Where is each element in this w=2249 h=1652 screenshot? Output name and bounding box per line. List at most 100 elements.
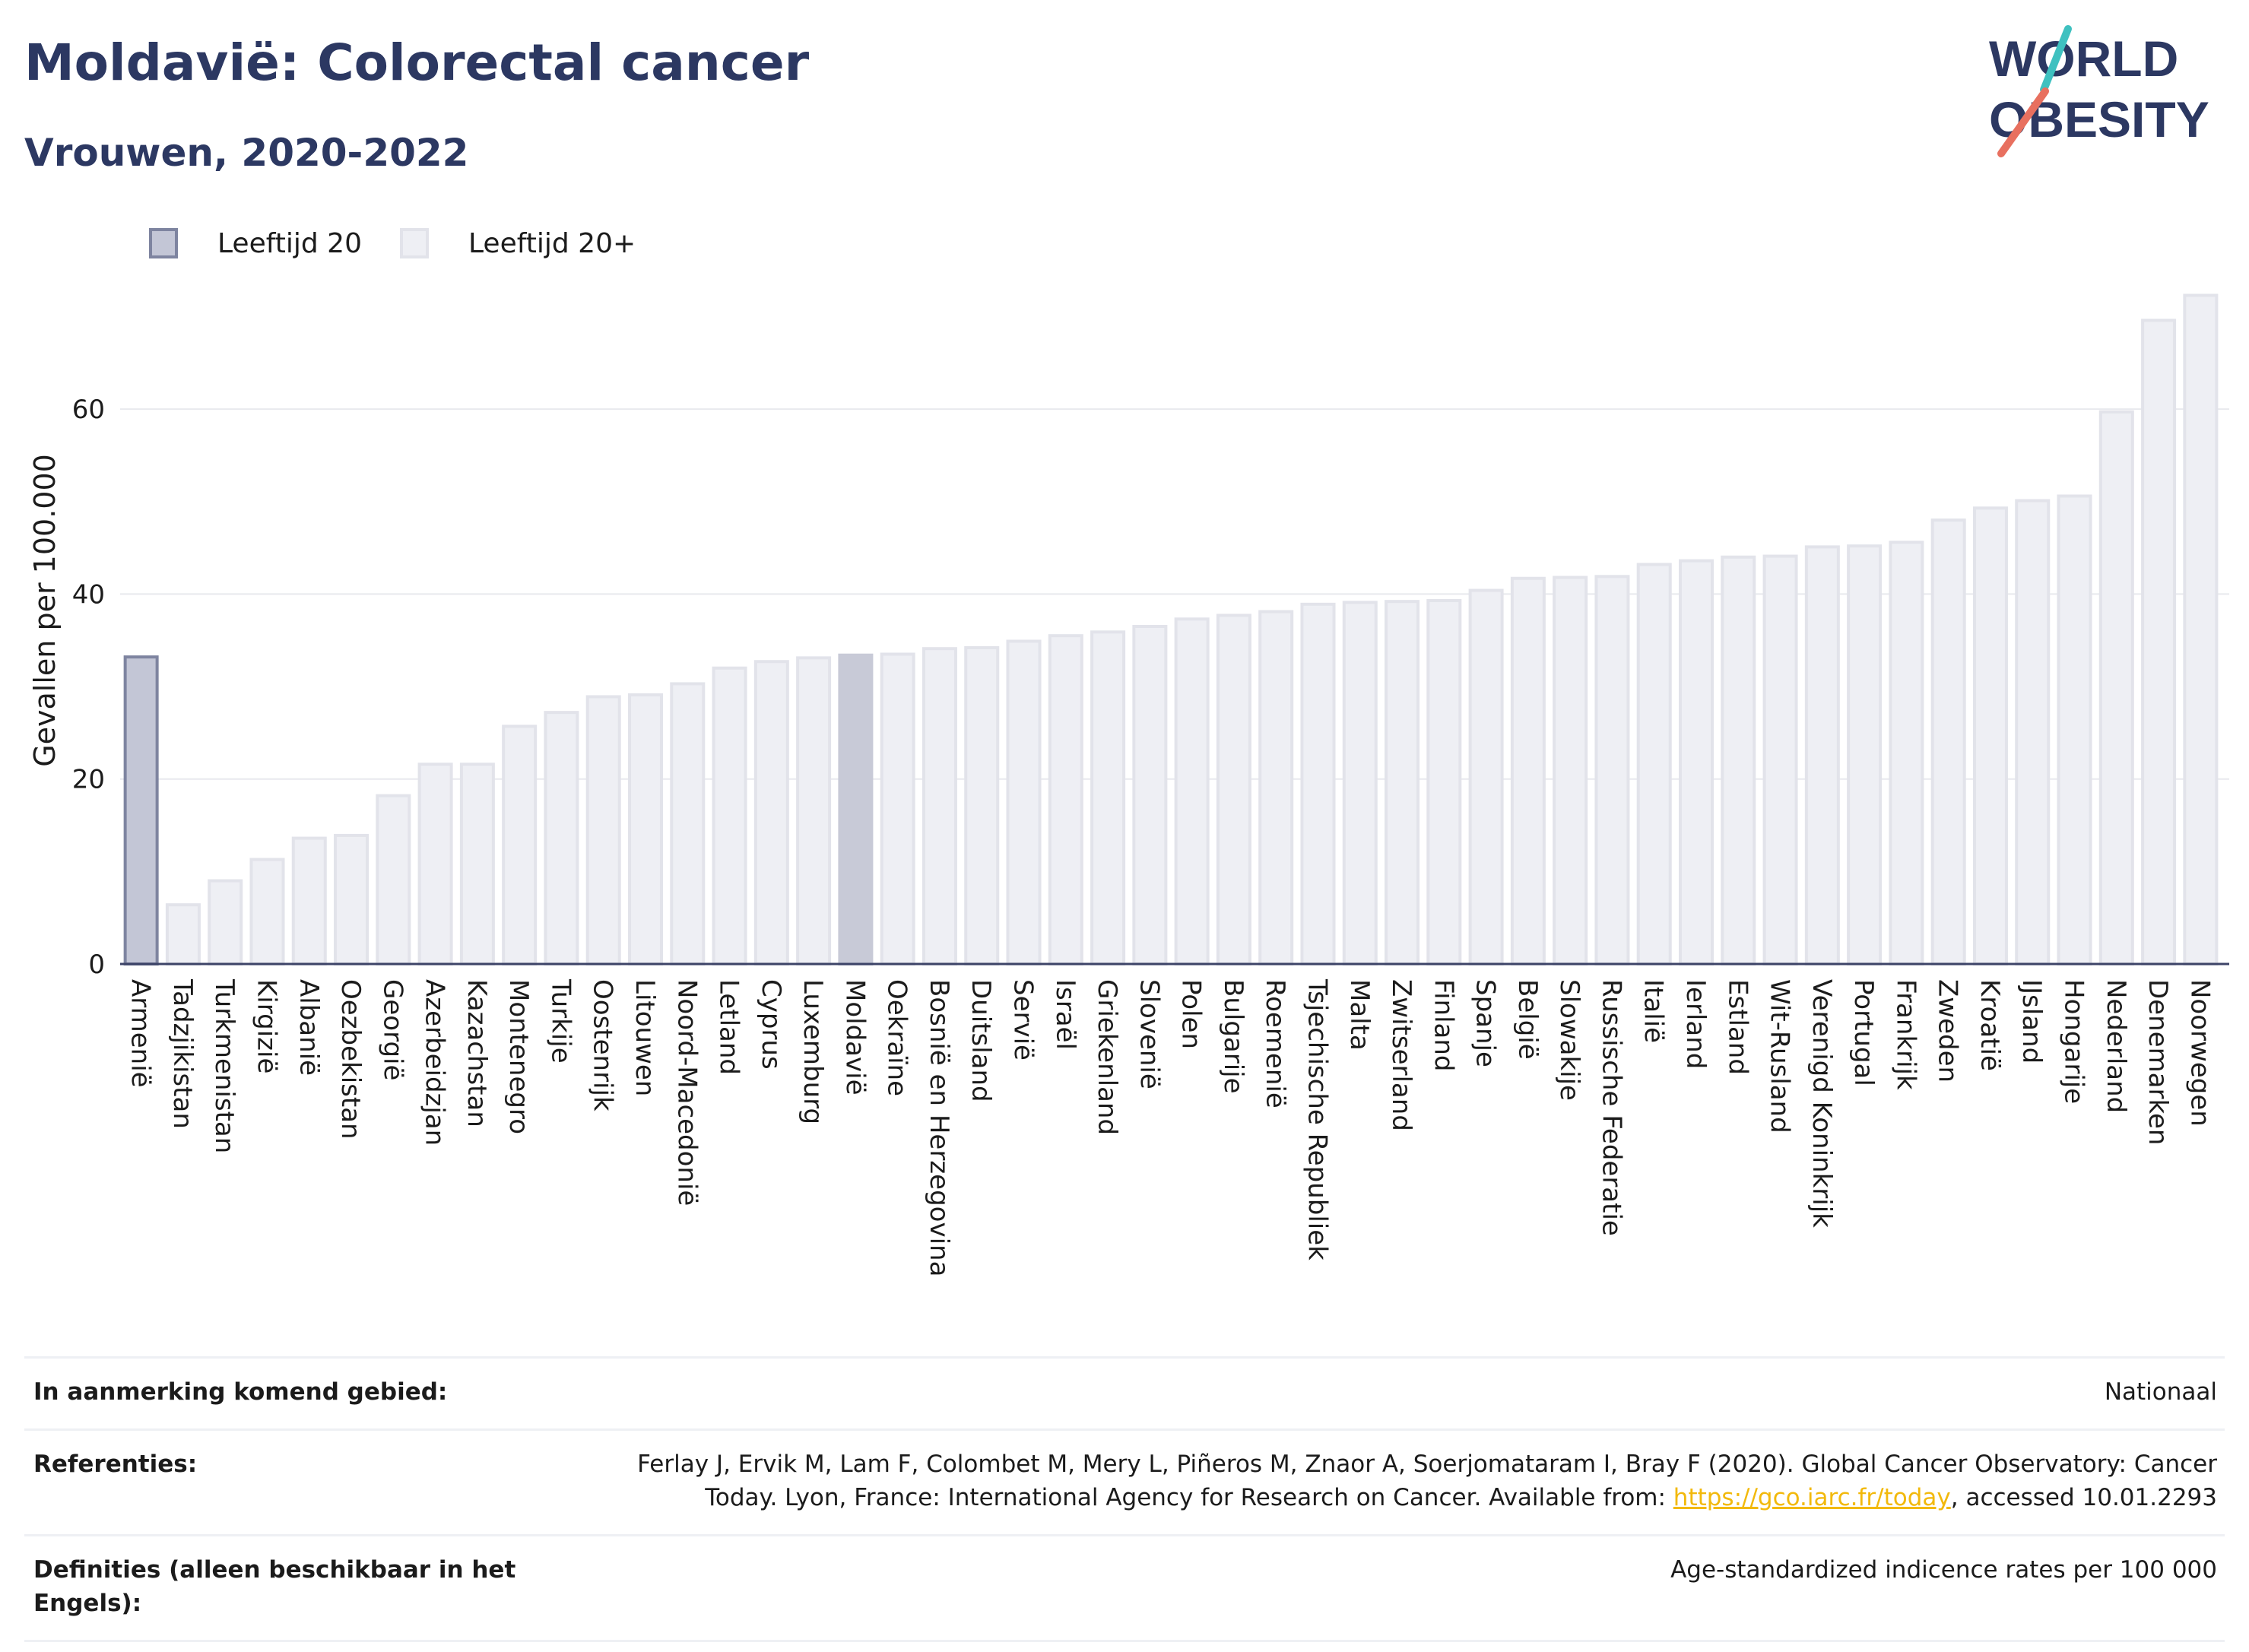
bar-turkije bbox=[544, 711, 579, 966]
x-tick-label: Luxemburg bbox=[798, 979, 828, 1124]
x-tick-label: België bbox=[1512, 979, 1543, 1060]
x-tick-label: Israël bbox=[1050, 979, 1080, 1050]
bar-estland bbox=[1721, 555, 1756, 966]
bar-slowakije bbox=[1553, 576, 1588, 966]
info-row-area: In aanmerking komend gebied: Nationaal bbox=[24, 1356, 2225, 1428]
x-tick-label: Montenegro bbox=[503, 979, 534, 1134]
bar-spanje bbox=[1468, 588, 1504, 966]
info-value-definitions: Age-standardized indicence rates per 100… bbox=[1670, 1556, 2217, 1584]
bar-griekenland bbox=[1090, 630, 1126, 966]
bar-tadzjikistan bbox=[165, 903, 201, 966]
x-tick-label: Kroatië bbox=[1975, 979, 2005, 1071]
bar-moldavi- bbox=[838, 653, 874, 966]
bar-malta bbox=[1342, 601, 1378, 966]
x-tick-label: Albanië bbox=[293, 979, 324, 1076]
bar-finland bbox=[1426, 598, 1462, 966]
y-tick-label: 20 bbox=[72, 765, 105, 795]
page-subtitle: Vrouwen, 2020-2022 bbox=[24, 131, 469, 175]
x-tick-label: Tsjechische Republiek bbox=[1302, 978, 1332, 1260]
x-tick-label: Kazachstan bbox=[462, 979, 492, 1127]
x-tick-label: Bosnië en Herzegovina bbox=[924, 979, 954, 1276]
bar-letland bbox=[712, 666, 747, 966]
bar-bulgarije bbox=[1216, 614, 1251, 966]
x-tick-label: Servië bbox=[1008, 979, 1039, 1061]
bar-hongarije bbox=[2057, 494, 2092, 966]
info-value-references: Ferlay J, Ervik M, Lam F, Colombet M, Me… bbox=[582, 1447, 2217, 1514]
bar-verenigd-koninkrijk bbox=[1804, 545, 1840, 966]
reference-link[interactable]: https://gco.iarc.fr/today bbox=[1673, 1484, 1951, 1511]
bar-duitsland bbox=[964, 645, 1000, 966]
bar-oostenrijk bbox=[585, 695, 621, 966]
x-tick-label: Kirgizië bbox=[251, 979, 281, 1073]
bar-azerbeidzjan bbox=[417, 763, 453, 966]
x-tick-label: Portugal bbox=[1848, 979, 1879, 1086]
bar-bosni-en-herzegovina bbox=[921, 647, 957, 966]
bar-itali- bbox=[1636, 563, 1672, 966]
bar-kirgizi- bbox=[249, 858, 285, 966]
bar-belgi- bbox=[1510, 576, 1546, 966]
x-tick-label: Turkmenistan bbox=[209, 978, 239, 1153]
x-tick-label: Zweden bbox=[1933, 979, 1963, 1083]
bar-isra-l bbox=[1048, 634, 1083, 966]
bar-tsjechische-republiek bbox=[1300, 602, 1336, 966]
bar-kroati- bbox=[1972, 506, 2008, 966]
bar-russische-federatie bbox=[1594, 575, 1630, 966]
x-tick-label: Turkije bbox=[545, 978, 576, 1064]
x-tick-label: Tadzjikistan bbox=[167, 978, 198, 1129]
info-value-area: Nationaal bbox=[2104, 1378, 2217, 1406]
x-tick-label: Zwitserland bbox=[1386, 979, 1416, 1131]
y-tick-label: 0 bbox=[88, 950, 105, 980]
info-row-references: Referenties: Ferlay J, Ervik M, Lam F, C… bbox=[24, 1428, 2225, 1534]
bar-zwitserland bbox=[1385, 600, 1420, 966]
x-tick-label: Georgië bbox=[377, 979, 408, 1080]
bar-luxemburg bbox=[796, 656, 832, 966]
x-tick-label: Moldavië bbox=[839, 979, 870, 1096]
bar-sloveni- bbox=[1132, 625, 1168, 966]
legend-swatch-age20plus bbox=[400, 228, 429, 258]
bar-roemeni- bbox=[1258, 610, 1294, 966]
x-tick-label: Wit-Rusland bbox=[1765, 979, 1795, 1134]
legend-label-age20plus: Leeftijd 20+ bbox=[468, 228, 636, 259]
bar-portugal bbox=[1847, 544, 1883, 966]
legend-label-age20: Leeftijd 20 bbox=[217, 228, 362, 259]
x-tick-label: Oostenrijk bbox=[588, 979, 618, 1111]
legend-swatch-age20 bbox=[149, 228, 178, 258]
x-tick-label: Estland bbox=[1722, 979, 1753, 1075]
x-tick-label: Denemarken bbox=[2143, 979, 2173, 1145]
info-label-area: In aanmerking komend gebied: bbox=[33, 1378, 448, 1406]
bar-oezbekistan bbox=[334, 833, 370, 966]
bar-ijsland bbox=[2015, 499, 2051, 966]
x-tick-label: Noorwegen bbox=[2184, 979, 2215, 1127]
bar-armeni- bbox=[123, 655, 159, 966]
bar-nederland bbox=[2098, 410, 2134, 966]
x-tick-label: Italië bbox=[1638, 979, 1669, 1043]
x-tick-label: Armenië bbox=[125, 979, 156, 1088]
x-tick-label: Frankrijk bbox=[1890, 979, 1921, 1090]
bar-denemarken bbox=[2141, 319, 2177, 966]
bar-oekra-ne bbox=[880, 652, 915, 966]
page-title: Moldavië: Colorectal cancer bbox=[24, 33, 810, 92]
x-tick-label: Roemenië bbox=[1260, 979, 1290, 1108]
x-tick-label: Oekraïne bbox=[882, 979, 912, 1096]
reference-accessed: , accessed 10.01.2293 bbox=[1950, 1484, 2217, 1511]
bar-litouwen bbox=[627, 693, 664, 966]
bar-noorwegen bbox=[2183, 293, 2219, 966]
bar-noord-macedoni- bbox=[670, 682, 706, 966]
x-tick-label: Russische Federatie bbox=[1596, 979, 1626, 1236]
info-label-definitions: Definities (alleen beschikbaar in het En… bbox=[33, 1556, 516, 1617]
x-tick-label: Hongarije bbox=[2059, 979, 2089, 1104]
x-tick-label: IJsland bbox=[2016, 979, 2047, 1064]
bar-zweden bbox=[1930, 518, 1966, 966]
x-tick-label: Slowakije bbox=[1554, 979, 1584, 1101]
bar-albani- bbox=[291, 836, 327, 966]
x-tick-label: Ierland bbox=[1680, 979, 1711, 1069]
x-tick-label: Nederland bbox=[2101, 979, 2131, 1113]
x-tick-label: Litouwen bbox=[630, 979, 660, 1096]
bar-polen bbox=[1174, 617, 1210, 966]
x-tick-label: Oezbekistan bbox=[335, 979, 366, 1140]
x-tick-label: Malta bbox=[1344, 979, 1375, 1051]
logo-line1: WORLD bbox=[1989, 30, 2178, 87]
bar-cyprus bbox=[753, 660, 789, 966]
bar-montenegro bbox=[502, 725, 538, 966]
info-table: In aanmerking komend gebied: Nationaal R… bbox=[24, 1356, 2225, 1642]
